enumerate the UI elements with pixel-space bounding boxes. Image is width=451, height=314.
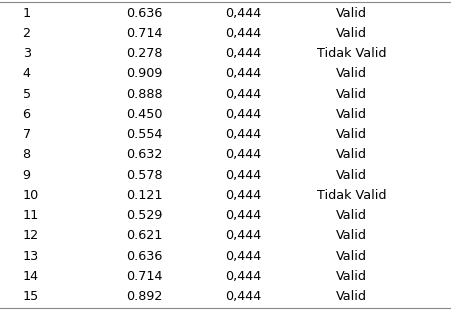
Text: Tidak Valid: Tidak Valid	[317, 189, 387, 202]
Text: 0.714: 0.714	[126, 27, 163, 40]
Text: 0.621: 0.621	[126, 230, 163, 242]
Text: 0.578: 0.578	[126, 169, 163, 182]
Text: 0.714: 0.714	[126, 270, 163, 283]
Text: 0.892: 0.892	[126, 290, 163, 303]
Text: 0,444: 0,444	[226, 7, 262, 20]
Text: 6: 6	[23, 108, 31, 121]
Text: 0,444: 0,444	[226, 27, 262, 40]
Text: 0,444: 0,444	[226, 68, 262, 80]
Text: 0.278: 0.278	[126, 47, 163, 60]
Text: 14: 14	[23, 270, 39, 283]
Text: 0,444: 0,444	[226, 250, 262, 263]
Text: 2: 2	[23, 27, 31, 40]
Text: 0,444: 0,444	[226, 189, 262, 202]
Text: 0.888: 0.888	[126, 88, 163, 101]
Text: 0.121: 0.121	[126, 189, 163, 202]
Text: 0,444: 0,444	[226, 149, 262, 161]
Text: 1: 1	[23, 7, 31, 20]
Text: 9: 9	[23, 169, 31, 182]
Text: 13: 13	[23, 250, 39, 263]
Text: 7: 7	[23, 128, 31, 141]
Text: Valid: Valid	[336, 230, 367, 242]
Text: 0.636: 0.636	[126, 250, 163, 263]
Text: 0,444: 0,444	[226, 209, 262, 222]
Text: 0,444: 0,444	[226, 108, 262, 121]
Text: 0.450: 0.450	[126, 108, 163, 121]
Text: 0.554: 0.554	[126, 128, 163, 141]
Text: Valid: Valid	[336, 270, 367, 283]
Text: Valid: Valid	[336, 169, 367, 182]
Text: 0,444: 0,444	[226, 290, 262, 303]
Text: 0,444: 0,444	[226, 128, 262, 141]
Text: 0.529: 0.529	[126, 209, 163, 222]
Text: 4: 4	[23, 68, 31, 80]
Text: 11: 11	[23, 209, 39, 222]
Text: 0,444: 0,444	[226, 230, 262, 242]
Text: 3: 3	[23, 47, 31, 60]
Text: 0,444: 0,444	[226, 270, 262, 283]
Text: 0.632: 0.632	[126, 149, 163, 161]
Text: Valid: Valid	[336, 7, 367, 20]
Text: 0,444: 0,444	[226, 88, 262, 101]
Text: 10: 10	[23, 189, 39, 202]
Text: Valid: Valid	[336, 149, 367, 161]
Text: Tidak Valid: Tidak Valid	[317, 47, 387, 60]
Text: 0.909: 0.909	[126, 68, 163, 80]
Text: 5: 5	[23, 88, 31, 101]
Text: 12: 12	[23, 230, 39, 242]
Text: 0.636: 0.636	[126, 7, 163, 20]
Text: Valid: Valid	[336, 250, 367, 263]
Text: 15: 15	[23, 290, 39, 303]
Text: Valid: Valid	[336, 128, 367, 141]
Text: 8: 8	[23, 149, 31, 161]
Text: Valid: Valid	[336, 68, 367, 80]
Text: Valid: Valid	[336, 27, 367, 40]
Text: Valid: Valid	[336, 88, 367, 101]
Text: Valid: Valid	[336, 108, 367, 121]
Text: Valid: Valid	[336, 290, 367, 303]
Text: 0,444: 0,444	[226, 47, 262, 60]
Text: Valid: Valid	[336, 209, 367, 222]
Text: 0,444: 0,444	[226, 169, 262, 182]
